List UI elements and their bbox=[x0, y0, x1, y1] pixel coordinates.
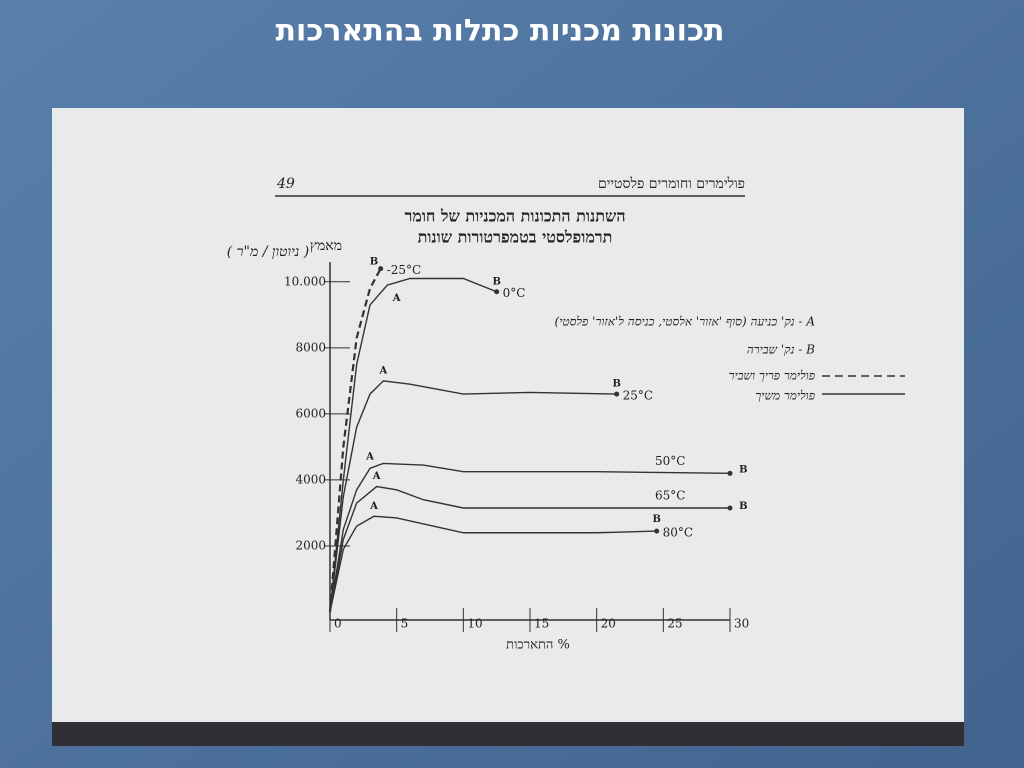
series-label: 65°C bbox=[655, 488, 685, 502]
page-number: 49 bbox=[276, 176, 295, 192]
legend-note: B - נק' שבירה bbox=[747, 343, 815, 357]
point-label: A bbox=[365, 451, 374, 462]
book-title: פולימרים וחומרים פלסטיים bbox=[598, 176, 745, 192]
point-label: A bbox=[372, 471, 381, 482]
end-point bbox=[378, 266, 384, 272]
point-label: B bbox=[370, 257, 378, 268]
point-label: B bbox=[612, 379, 620, 390]
x-tick-label: 5 bbox=[401, 617, 409, 631]
legend-note: A - נק' כניעה (סוף 'אזור' אלסטי, כניסה ל… bbox=[555, 315, 816, 329]
x-tick-label: 10 bbox=[467, 617, 482, 631]
y-tick-label: 6000 bbox=[295, 406, 326, 420]
x-tick-label: 0 bbox=[334, 617, 342, 631]
end-point bbox=[654, 528, 660, 534]
x-axis-label: % התארכות bbox=[506, 638, 570, 653]
curve bbox=[329, 485, 730, 613]
point-label: B bbox=[652, 514, 660, 525]
x-tick-label: 15 bbox=[534, 617, 549, 631]
end-point bbox=[727, 470, 733, 476]
point-label: A bbox=[369, 501, 378, 512]
y-tick-label: 10.000 bbox=[284, 274, 326, 288]
y-tick-label: 8000 bbox=[295, 340, 326, 354]
series-label: 80°C bbox=[663, 526, 693, 540]
curve bbox=[329, 277, 497, 613]
x-tick-label: 20 bbox=[601, 617, 616, 631]
y-tick-label: 2000 bbox=[295, 538, 326, 552]
point-label: A bbox=[392, 293, 401, 304]
point-label: B bbox=[492, 276, 500, 287]
end-point bbox=[614, 391, 620, 397]
chart-title: השתנות התכונות המכניות של חומר bbox=[404, 207, 625, 226]
legend-note: פולימר משיך bbox=[755, 389, 815, 403]
end-point bbox=[727, 505, 733, 511]
series-label: 0°C bbox=[503, 286, 526, 300]
series-label: -25°C bbox=[387, 263, 422, 277]
curve bbox=[329, 515, 657, 613]
y-tick-label: 4000 bbox=[295, 472, 326, 486]
series-label: 50°C bbox=[655, 454, 685, 468]
x-tick-label: 25 bbox=[667, 617, 682, 631]
point-label: B bbox=[739, 465, 747, 476]
curve bbox=[329, 462, 731, 613]
point-label: B bbox=[739, 501, 747, 512]
point-label: A bbox=[378, 365, 387, 376]
legend-note: פולימר פריך ושביר bbox=[729, 369, 815, 383]
y-unit-note: ( ניוטון / מ"ר ) bbox=[227, 244, 309, 260]
series-label: 25°C bbox=[623, 389, 653, 403]
curve bbox=[328, 268, 382, 613]
x-tick-label: 30 bbox=[734, 617, 749, 631]
chart-subtitle: תרמופלסטי בטמפרטורות שונות bbox=[418, 228, 613, 247]
end-point bbox=[494, 289, 500, 295]
y-axis-label: מאמץ bbox=[310, 238, 342, 254]
scan bbox=[52, 108, 964, 746]
slide-title: תכונות מכניות כתלות בהתארכות bbox=[276, 14, 725, 49]
scan-edge bbox=[52, 722, 964, 746]
curve bbox=[329, 380, 617, 613]
